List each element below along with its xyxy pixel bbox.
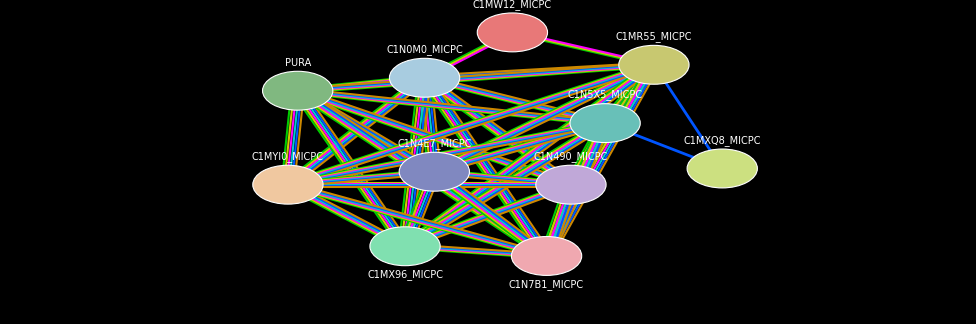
Text: C1N7B1_MICPC: C1N7B1_MICPC: [509, 279, 584, 290]
Text: C1MX96_MICPC: C1MX96_MICPC: [367, 269, 443, 280]
Ellipse shape: [687, 149, 757, 188]
Text: C1MR55_MICPC: C1MR55_MICPC: [616, 31, 692, 42]
Text: C1N490_MICPC: C1N490_MICPC: [534, 151, 608, 162]
Ellipse shape: [570, 104, 640, 143]
Ellipse shape: [370, 227, 440, 266]
Text: C1N5X5_MICPC: C1N5X5_MICPC: [568, 89, 642, 100]
Text: C1MYI0_MICPC: C1MYI0_MICPC: [252, 151, 324, 162]
Text: C1MXQ8_MICPC: C1MXQ8_MICPC: [683, 135, 761, 146]
Ellipse shape: [511, 237, 582, 275]
Ellipse shape: [536, 165, 606, 204]
Ellipse shape: [477, 13, 548, 52]
Text: C1N0M0_MICPC: C1N0M0_MICPC: [386, 44, 463, 55]
Ellipse shape: [253, 165, 323, 204]
Ellipse shape: [399, 152, 469, 191]
Text: C1MW12_MICPC: C1MW12_MICPC: [472, 0, 552, 10]
Text: C1N4E7_MICPC: C1N4E7_MICPC: [397, 138, 471, 149]
Text: PURA: PURA: [285, 58, 310, 68]
Ellipse shape: [619, 45, 689, 84]
Ellipse shape: [389, 58, 460, 97]
Ellipse shape: [263, 71, 333, 110]
